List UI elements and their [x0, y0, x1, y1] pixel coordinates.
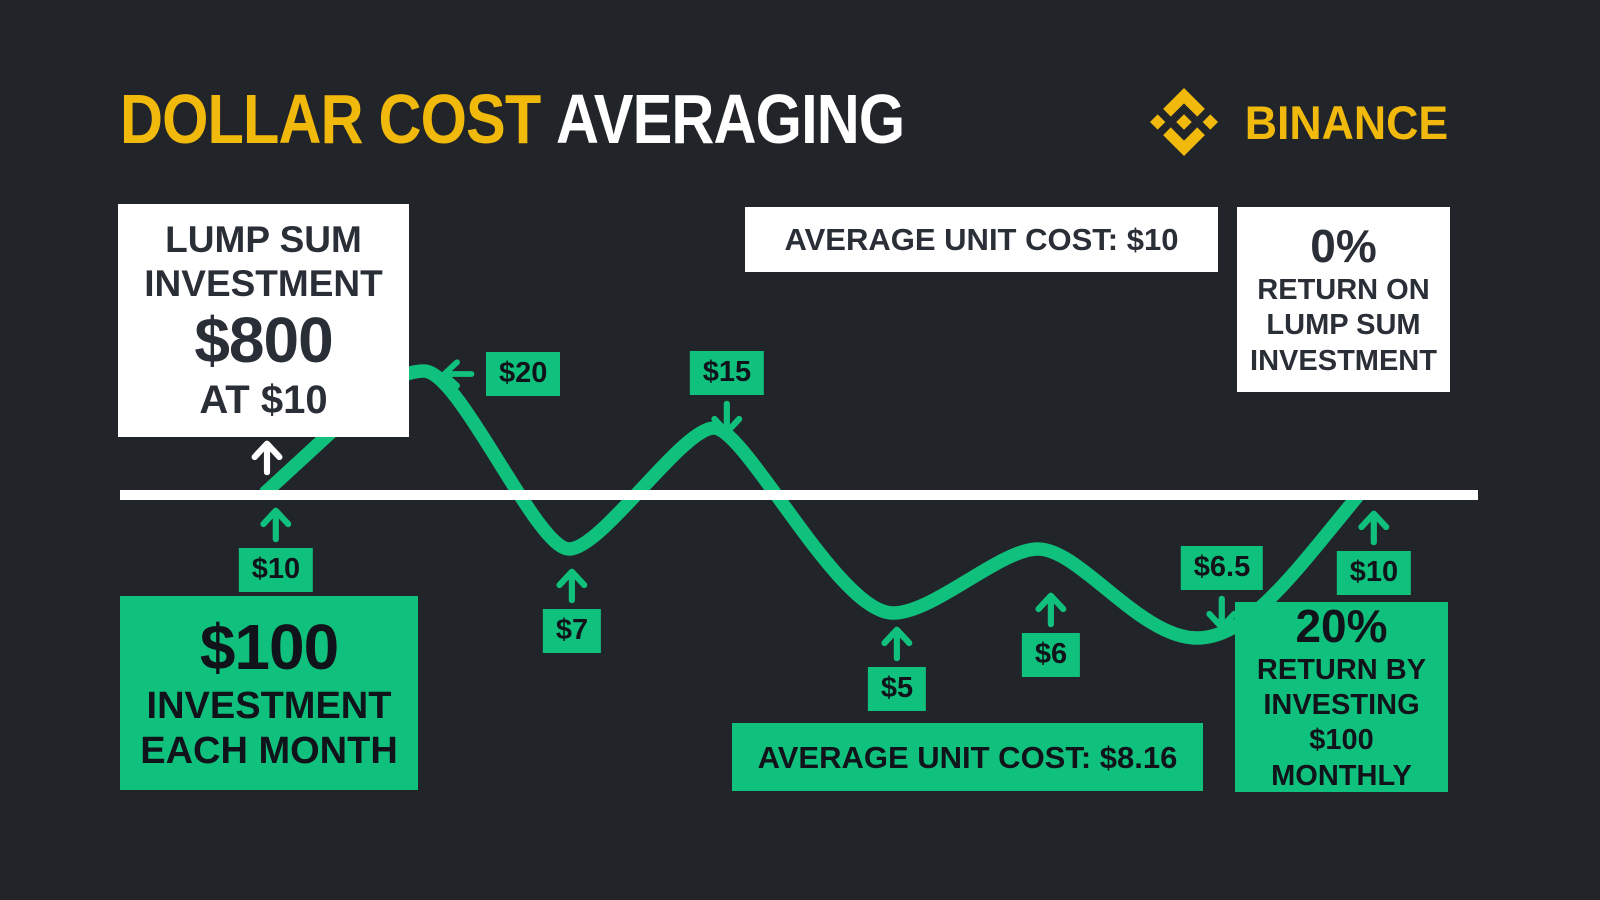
price-tag-label: $6.5: [1180, 546, 1264, 590]
panel-line: RETURN ON: [1257, 273, 1430, 306]
price-tag-5: $5: [867, 624, 927, 711]
panel-line: EACH MONTH: [140, 729, 398, 772]
panel-line: MONTHLY: [1271, 759, 1412, 792]
avg-unit-cost-lump-panel: AVERAGE UNIT COST: $10: [745, 207, 1218, 272]
panel-pct: 20%: [1295, 599, 1388, 652]
title-secondary: AVERAGING: [556, 80, 905, 158]
up-arrow-icon: [881, 626, 913, 662]
price-tag-15: $15: [689, 351, 765, 438]
panel-amount: $800: [194, 304, 333, 377]
panel-line: LUMP SUM: [1266, 309, 1421, 342]
price-tag-10-end: $10: [1336, 508, 1412, 595]
twenty-return-panel: 20% RETURN BY INVESTING $100 MONTHLY: [1235, 599, 1448, 792]
price-tag-6-5: $6.5: [1180, 546, 1264, 633]
avg-unit-cost-dca-panel: AVERAGE UNIT COST: $8.16: [732, 723, 1203, 791]
panel-line: AVERAGE UNIT COST: $8.16: [757, 739, 1178, 775]
panel-line: INVESTMENT: [146, 685, 392, 727]
up-arrow-icon: [1035, 592, 1067, 628]
down-arrow-icon: [251, 440, 283, 476]
binance-logo: BINANCE: [1149, 88, 1448, 156]
panel-amount: $100: [199, 611, 339, 684]
price-tag-label: $10: [1336, 551, 1412, 595]
down-arrow-icon: [1206, 595, 1238, 631]
price-tag-label: $20: [486, 352, 561, 396]
price-tag-label: $7: [542, 609, 602, 653]
panel-line: AT $10: [199, 377, 328, 422]
panel-pct: 0%: [1310, 219, 1377, 272]
panel-line: $100: [1309, 724, 1374, 757]
price-tag-10-start: $10: [238, 505, 314, 592]
lump-sum-panel: LUMP SUM INVESTMENT $800 AT $10: [118, 204, 409, 437]
panel-line: LUMP SUM: [165, 219, 362, 260]
price-tag-6: $6: [1021, 590, 1081, 677]
up-arrow-icon: [556, 568, 588, 604]
binance-diamond-icon: [1149, 88, 1218, 156]
price-tag-label: $15: [689, 351, 765, 395]
panel-line: INVESTMENT: [144, 262, 383, 304]
price-tag-7: $7: [542, 566, 602, 653]
panel-line: INVESTMENT: [1250, 344, 1437, 377]
title-highlight: DOLLAR COST: [120, 80, 541, 158]
price-tag-label: $5: [867, 667, 927, 711]
price-tag-label: $6: [1021, 633, 1081, 677]
up-arrow-icon: [1358, 510, 1390, 546]
avg-price-baseline: [120, 490, 1478, 500]
down-arrow-icon: [711, 400, 743, 436]
up-arrow-icon: [260, 507, 292, 543]
page-title: DOLLAR COST AVERAGING: [120, 84, 905, 154]
binance-wordmark: BINANCE: [1244, 95, 1448, 149]
panel-line: RETURN BY: [1256, 653, 1427, 686]
left-arrow-icon: [441, 359, 475, 389]
panel-line: INVESTING: [1263, 689, 1420, 722]
zero-return-panel: 0% RETURN ON LUMP SUM INVESTMENT: [1237, 207, 1450, 392]
price-tag-20: $20: [438, 352, 561, 396]
panel-line: AVERAGE UNIT COST: $10: [784, 222, 1179, 257]
monthly-investment-panel: $100 INVESTMENT EACH MONTH: [120, 596, 418, 790]
price-tag-label: $10: [238, 548, 314, 592]
